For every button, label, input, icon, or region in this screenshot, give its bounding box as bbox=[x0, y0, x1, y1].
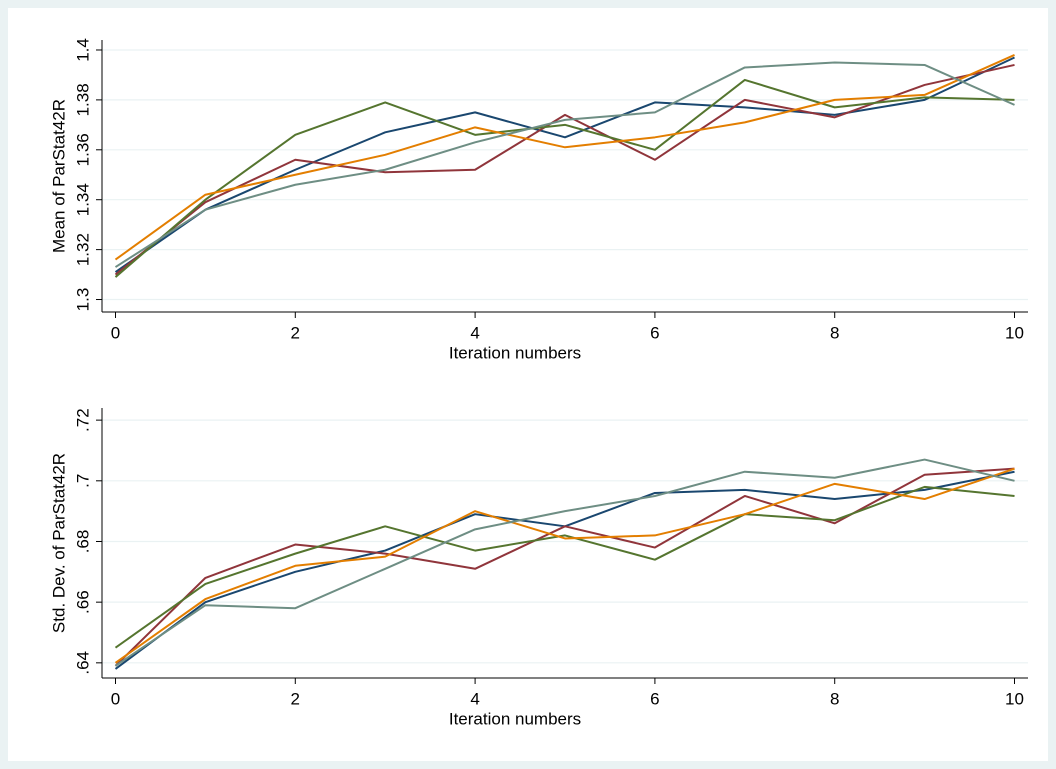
y-tick-label: .72 bbox=[73, 408, 92, 432]
x-tick-label: 0 bbox=[111, 689, 120, 708]
y-tick-label: 1.38 bbox=[73, 83, 92, 116]
data-line bbox=[114, 61, 1015, 268]
x-axis-title: Iteration numbers bbox=[449, 343, 581, 362]
data-line bbox=[114, 78, 1015, 278]
x-tick-label: 8 bbox=[830, 323, 839, 342]
x-tick-label: 6 bbox=[650, 689, 659, 708]
x-tick-label: 4 bbox=[470, 689, 479, 708]
inner-region bbox=[8, 8, 1048, 761]
data-line bbox=[114, 485, 1015, 649]
y-tick-label: .7 bbox=[73, 474, 92, 488]
x-tick-label: 10 bbox=[1005, 689, 1024, 708]
x-tick-label: 6 bbox=[650, 323, 659, 342]
x-tick-label: 2 bbox=[291, 323, 300, 342]
x-tick-label: 0 bbox=[111, 323, 120, 342]
data-line bbox=[114, 467, 1015, 667]
y-axis-title: Std. Dev. of ParStat42R bbox=[49, 453, 68, 633]
data-line bbox=[114, 56, 1015, 273]
y-tick-label: .64 bbox=[73, 651, 92, 675]
x-tick-label: 10 bbox=[1005, 323, 1024, 342]
y-tick-label: .68 bbox=[73, 530, 92, 554]
y-axis-title: Mean of ParStat42R bbox=[49, 99, 68, 253]
y-tick-label: .66 bbox=[73, 590, 92, 614]
data-line bbox=[114, 54, 1015, 261]
x-tick-label: 4 bbox=[470, 323, 479, 342]
x-tick-label: 8 bbox=[830, 689, 839, 708]
data-line bbox=[114, 458, 1015, 667]
data-line bbox=[114, 63, 1015, 276]
y-tick-label: 1.4 bbox=[73, 38, 92, 62]
y-tick-label: 1.34 bbox=[73, 183, 92, 216]
y-tick-label: 1.36 bbox=[73, 133, 92, 166]
y-tick-label: 1.3 bbox=[73, 288, 92, 312]
data-line bbox=[114, 467, 1015, 664]
x-axis-title: Iteration numbers bbox=[449, 709, 581, 728]
x-tick-label: 2 bbox=[291, 689, 300, 708]
y-tick-label: 1.32 bbox=[73, 233, 92, 266]
